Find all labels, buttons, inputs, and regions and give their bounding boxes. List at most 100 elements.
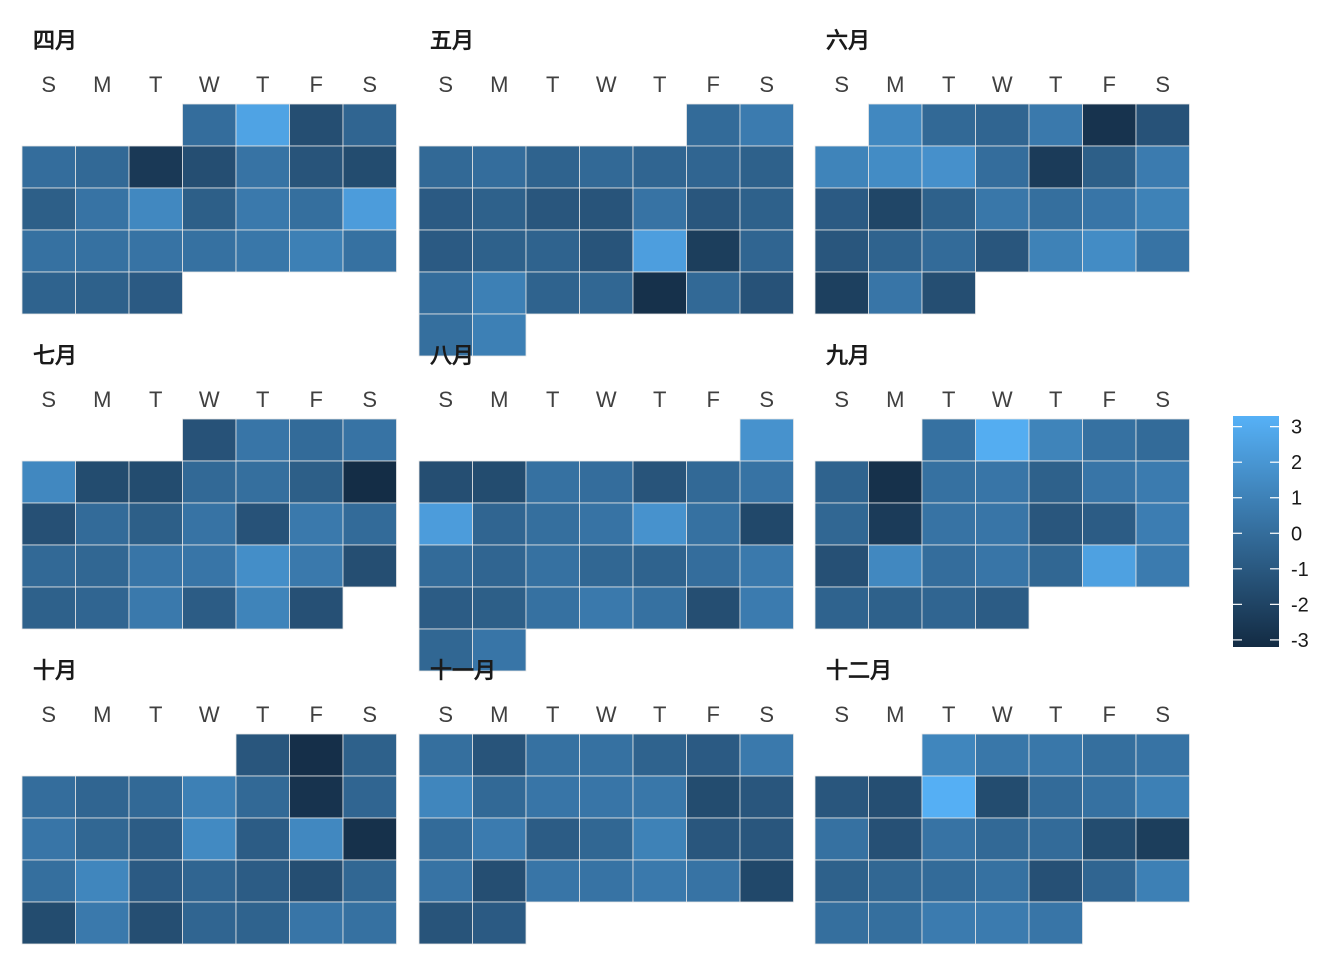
- day-cell: [739, 733, 794, 777]
- colorbar-tick-label: -2: [1291, 594, 1309, 616]
- day-cell: [1028, 859, 1083, 903]
- day-cell: [289, 586, 344, 630]
- day-cell: [1082, 460, 1137, 504]
- day-cell: [1135, 502, 1190, 546]
- weekday-label: S: [759, 387, 774, 412]
- day-cell: [739, 145, 794, 189]
- day-cell: [579, 271, 634, 315]
- day-cell: [472, 733, 527, 777]
- month-title: 十二月: [826, 658, 892, 684]
- day-cell: [21, 544, 76, 588]
- day-cell: [739, 229, 794, 273]
- weekday-label: F: [1103, 702, 1116, 727]
- day-cell: [128, 271, 183, 315]
- weekday-label: S: [834, 72, 849, 97]
- day-cell: [182, 544, 237, 588]
- day-cell: [1135, 817, 1190, 861]
- day-cell: [182, 145, 237, 189]
- weekday-label: W: [199, 387, 220, 412]
- day-cell: [472, 775, 527, 819]
- day-cell: [739, 502, 794, 546]
- day-cell: [418, 859, 473, 903]
- day-cell: [1135, 460, 1190, 504]
- weekday-label: S: [438, 702, 453, 727]
- day-cell: [182, 817, 237, 861]
- day-cell: [418, 271, 473, 315]
- day-cell: [289, 145, 344, 189]
- weekday-label: T: [546, 387, 559, 412]
- day-cell: [975, 145, 1030, 189]
- day-cell: [1028, 460, 1083, 504]
- day-cell: [1082, 145, 1137, 189]
- weekday-label: W: [992, 72, 1013, 97]
- day-cell: [472, 145, 527, 189]
- weekday-label: T: [653, 702, 666, 727]
- day-cell: [1028, 502, 1083, 546]
- day-cell: [1082, 187, 1137, 231]
- day-cell: [182, 775, 237, 819]
- month-title: 十一月: [430, 658, 496, 684]
- colorbar-tick-label: 2: [1291, 452, 1302, 474]
- day-cell: [128, 775, 183, 819]
- day-cell: [632, 229, 687, 273]
- weekday-label: S: [438, 72, 453, 97]
- day-cell: [632, 544, 687, 588]
- day-cell: [739, 418, 794, 462]
- day-cell: [975, 502, 1030, 546]
- month-panels: 四月 S M T W T F S 五月 S M T W T F S 六月 S M T W T F S 七月 S M T W T F S 八月 S M…: [21, 28, 1190, 945]
- day-cell: [921, 817, 976, 861]
- day-cell: [868, 145, 923, 189]
- day-cell: [75, 859, 130, 903]
- day-cell: [632, 817, 687, 861]
- day-cell: [342, 733, 397, 777]
- day-cell: [289, 418, 344, 462]
- day-cell: [21, 502, 76, 546]
- weekday-label: M: [93, 702, 111, 727]
- day-cell: [342, 103, 397, 147]
- day-cell: [525, 271, 580, 315]
- weekday-label: S: [41, 702, 56, 727]
- day-cell: [418, 502, 473, 546]
- day-cell: [921, 733, 976, 777]
- day-cell: [739, 817, 794, 861]
- weekday-label: S: [1155, 387, 1170, 412]
- day-cell: [632, 502, 687, 546]
- weekday-label: T: [1049, 72, 1062, 97]
- day-cell: [472, 859, 527, 903]
- weekday-label: T: [942, 387, 955, 412]
- day-cell: [686, 187, 741, 231]
- day-cell: [418, 628, 473, 672]
- colorbar: [1233, 416, 1279, 647]
- day-cell: [472, 313, 527, 357]
- day-cell: [128, 586, 183, 630]
- month-panel: 六月 S M T W T F S: [814, 28, 1190, 315]
- day-cell: [472, 817, 527, 861]
- day-cell: [686, 733, 741, 777]
- day-cell: [1082, 775, 1137, 819]
- day-cell: [921, 103, 976, 147]
- day-cell: [579, 544, 634, 588]
- day-cell: [579, 145, 634, 189]
- day-cell: [472, 187, 527, 231]
- weekday-label: T: [942, 72, 955, 97]
- day-cell: [525, 145, 580, 189]
- day-cell: [579, 733, 634, 777]
- day-cell: [418, 817, 473, 861]
- day-cell: [921, 418, 976, 462]
- day-cell: [235, 460, 290, 504]
- day-cell: [472, 502, 527, 546]
- colorbar-tick-label: 0: [1291, 523, 1302, 545]
- day-cell: [739, 775, 794, 819]
- day-cell: [75, 460, 130, 504]
- weekday-label: M: [490, 702, 508, 727]
- day-cell: [814, 145, 869, 189]
- day-cell: [21, 229, 76, 273]
- day-cell: [75, 901, 130, 945]
- month-panel: 十二月 S M T W T F S: [814, 658, 1190, 945]
- day-cell: [418, 313, 473, 357]
- day-cell: [632, 775, 687, 819]
- weekday-label: T: [256, 702, 269, 727]
- weekday-label: M: [886, 702, 904, 727]
- day-cell: [868, 271, 923, 315]
- day-cell: [1028, 775, 1083, 819]
